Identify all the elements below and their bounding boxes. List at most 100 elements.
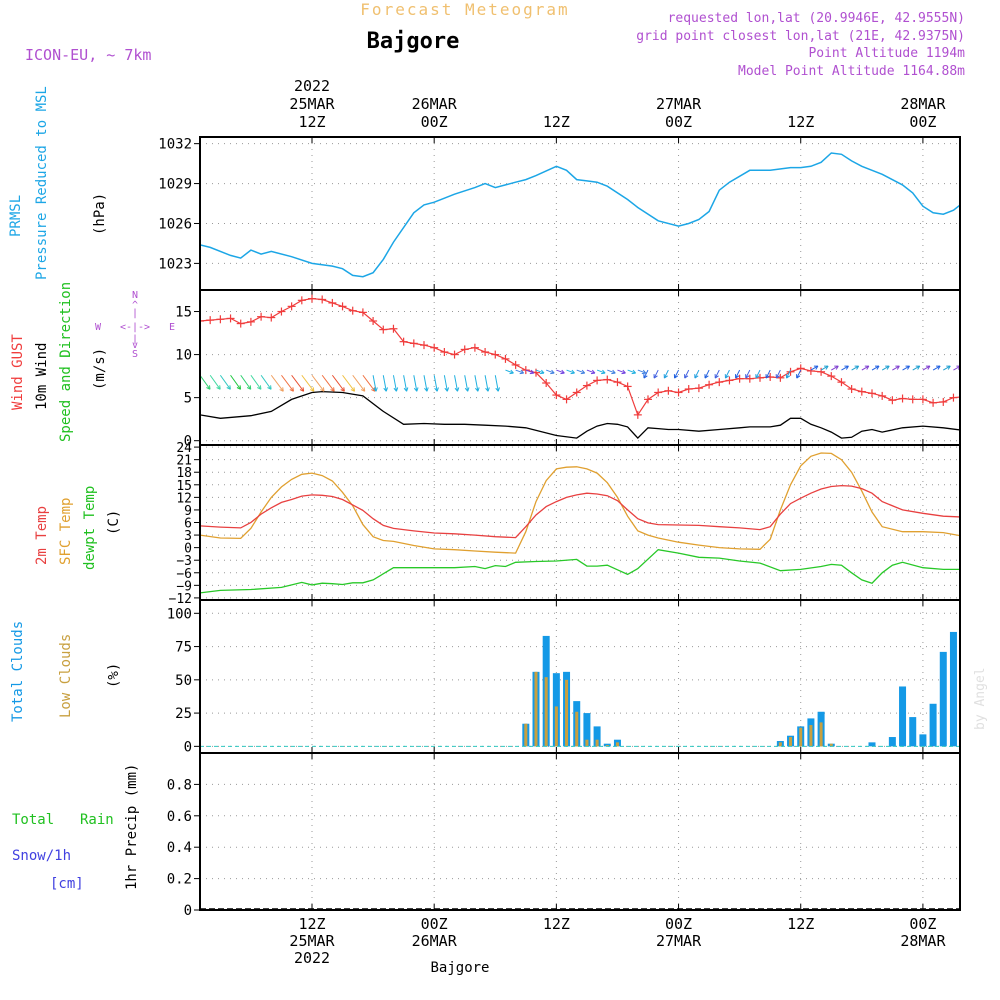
watermark: by Angel: [973, 667, 988, 730]
gust-marker: [908, 395, 917, 404]
low-cloud-bar: [605, 745, 609, 747]
wind-10m-label: 10m Wind: [34, 343, 50, 410]
wind-direction-arrow: [607, 369, 616, 375]
wind-direction-arrow: [260, 374, 272, 390]
wind-direction-arrow: [525, 369, 535, 375]
panel-4-plot: [200, 631, 960, 747]
wind-direction-arrow: [892, 365, 900, 371]
gust-marker: [857, 387, 866, 396]
low-cloud-bar: [544, 677, 548, 747]
wind-direction-arrow: [785, 369, 791, 379]
wind-direction-arrow: [932, 365, 941, 371]
gust-marker: [572, 388, 581, 397]
gust-marker: [318, 295, 327, 304]
y-tick-label: 1029: [158, 177, 192, 193]
gust-marker: [684, 385, 693, 394]
wind-direction-arrow: [586, 369, 596, 375]
low-cloud-bar: [534, 671, 538, 747]
wind-direction-arrow: [724, 369, 730, 379]
panel-5-frame: [199, 752, 961, 911]
wind-gust-line: [200, 297, 960, 417]
gust-marker: [980, 394, 988, 402]
y-tick-label: 0: [184, 903, 192, 919]
gust-marker: [745, 374, 754, 383]
gust-marker: [562, 395, 571, 404]
wind-direction-arrow: [372, 375, 378, 392]
snow-unit-label: [cm]: [50, 876, 84, 892]
snow-label: Snow/1h: [12, 848, 71, 864]
wind-direction-arrow: [566, 369, 575, 375]
panel-1-plot: [200, 152, 1000, 278]
wind-direction-arrow: [861, 365, 870, 371]
wind-direction-arrow: [311, 374, 325, 392]
y-tick-label: 50: [175, 673, 192, 689]
prmsl-line: [984, 186, 1000, 218]
bottom-time-label: 28MAR: [900, 932, 946, 950]
gust-marker: [267, 313, 276, 322]
wind-direction-arrow: [617, 369, 626, 375]
gust-marker: [226, 314, 235, 323]
panel-5-grid: [200, 753, 960, 911]
top-hour-label: 00Z: [909, 113, 936, 131]
wind-direction-arrow: [796, 369, 802, 379]
low-cloud-bar: [819, 722, 823, 747]
gust-marker: [593, 376, 602, 385]
wind-direction-arrow: [881, 365, 890, 371]
y-tick-label: 1032: [158, 137, 192, 153]
wind-direction-arrow: [505, 369, 514, 375]
wind-direction-arrow: [494, 375, 500, 392]
wind-direction-arrow: [943, 365, 951, 371]
wind-direction-arrow: [820, 365, 829, 371]
y-tick-label: 9: [184, 504, 192, 519]
total-cloud-bar: [949, 631, 957, 747]
bottom-time-label: 12Z: [543, 915, 570, 933]
gust-marker: [287, 302, 296, 311]
gust-marker: [827, 372, 836, 381]
gust-marker: [277, 307, 286, 316]
gust-marker: [868, 389, 876, 398]
wind-direction-arrow: [474, 375, 480, 392]
gust-marker: [297, 296, 306, 305]
gust-marker: [348, 306, 357, 315]
wind-direction-arrow: [454, 375, 460, 392]
gust-marker: [888, 396, 897, 405]
gust-marker: [481, 348, 490, 356]
wind-direction-arrow: [240, 374, 252, 390]
low-cloud-bar: [778, 742, 782, 747]
gust-marker: [491, 350, 500, 359]
wind-direction-arrow: [270, 374, 284, 392]
wind-direction-arrow: [775, 369, 781, 379]
gust-marker: [613, 378, 622, 387]
gust-marker: [674, 388, 683, 397]
panel-1-frame: [199, 136, 961, 291]
requested-coords: requested lon,lat (20.9946E, 42.9555N): [668, 11, 965, 26]
y-tick-label: −6: [176, 567, 192, 582]
low-cloud-bar: [595, 739, 599, 747]
wind-direction-arrow: [831, 365, 839, 371]
low-cloud-bar: [575, 711, 579, 747]
top-date-label: 27MAR: [656, 95, 702, 113]
top-year-label: 2022: [294, 77, 330, 95]
wind-direction-arrow: [382, 375, 388, 392]
gust-marker: [970, 395, 978, 403]
gust-marker: [511, 360, 520, 369]
panel-1: 1023 1026 1029 1032: [158, 136, 1000, 291]
wind-direction-arrow: [321, 374, 335, 392]
total-label: Total: [12, 812, 54, 828]
y-tick-label: 0: [184, 434, 192, 450]
gust-marker: [379, 325, 388, 334]
gust-marker: [369, 317, 378, 325]
total-cloud-bar: [899, 686, 907, 747]
y-tick-label: −3: [176, 554, 192, 569]
gust-marker: [735, 374, 744, 383]
low-cloud-bar: [615, 742, 619, 747]
wind-direction-arrow: [443, 375, 450, 392]
total-cloud-bar: [919, 734, 927, 747]
gust-marker: [705, 380, 714, 389]
wind-direction-arrow: [974, 366, 981, 370]
top-hour-label: 00Z: [665, 113, 692, 131]
y-tick-label: 6: [184, 517, 192, 532]
